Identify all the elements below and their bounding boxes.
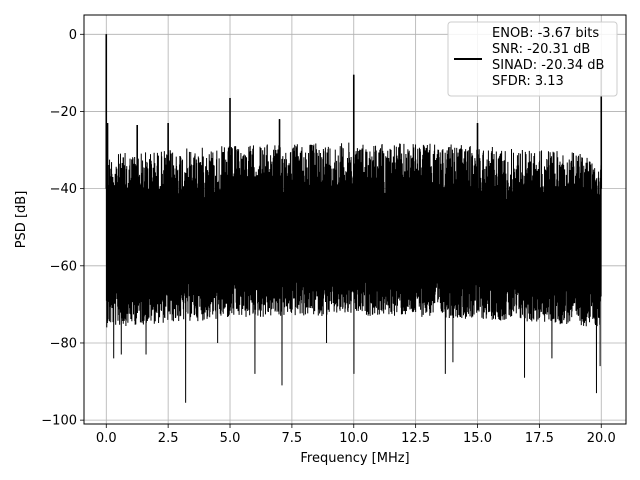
legend-entry-line: ENOB: -3.67 bits (492, 26, 599, 41)
y-tick-label: 0 (69, 28, 77, 43)
x-tick-label: 15.0 (463, 431, 492, 446)
legend-entry-line: SINAD: -20.34 dB (492, 58, 604, 73)
y-tick-label: −20 (50, 105, 77, 120)
y-tick-label: −100 (41, 414, 77, 429)
x-tick-label: 2.5 (158, 431, 179, 446)
plot-frame (83, 14, 627, 425)
x-axis-label: Frequency [MHz] (300, 451, 409, 466)
y-tick-label: −40 (50, 182, 77, 197)
y-axis-label: PSD [dB] (14, 191, 29, 249)
legend-entry-line: SNR: -20.31 dB (492, 42, 590, 57)
x-tick-label: 20.0 (587, 431, 616, 446)
y-tick-label: −80 (50, 336, 77, 351)
y-tick-label: −60 (50, 259, 77, 274)
psd-trace (105, 34, 603, 403)
legend-entry-line: SFDR: 3.13 (492, 74, 564, 89)
legend-box (447, 21, 618, 97)
x-tick-label: 10.0 (339, 431, 368, 446)
x-tick-label: 7.5 (282, 431, 303, 446)
x-tick-label: 17.5 (525, 431, 554, 446)
x-tick-label: 0.0 (96, 431, 117, 446)
x-tick-label: 12.5 (401, 431, 430, 446)
x-tick-label: 5.0 (220, 431, 241, 446)
ticks: 0.0 2.5 5.0 7.5 10.0 12.5 15.0 17.5 20.0 0 −20 −40 −… (41, 28, 615, 446)
